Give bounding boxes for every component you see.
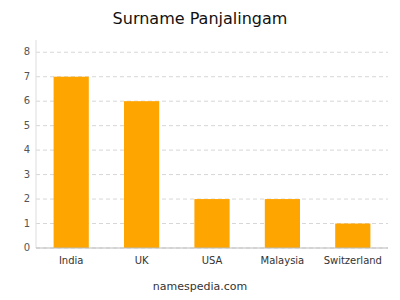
grid-line: [36, 52, 388, 53]
y-tick-label: 0: [24, 242, 30, 253]
bars: [54, 77, 371, 248]
page: {"chart_data": {"type": "bar", "title": …: [0, 0, 400, 300]
y-tick-label: 5: [24, 120, 30, 131]
y-tick-label: 8: [24, 46, 30, 57]
footer: namespedia.com: [153, 280, 247, 293]
title: Surname Panjalingam: [113, 9, 288, 28]
y-tick-label: 6: [24, 95, 30, 106]
y-tick-label: 1: [24, 218, 30, 229]
grid: [36, 52, 388, 248]
y-tick-label: 7: [24, 71, 30, 82]
x-tick-label: Malaysia: [261, 255, 305, 266]
chart-container: Surname Panjalingam 0 1 2 3 4 5 6 7 8 India UK USA Ma…: [0, 0, 400, 300]
bar: [124, 101, 159, 248]
bar: [265, 199, 300, 248]
y-tick-label: 4: [24, 144, 30, 155]
bar: [194, 199, 229, 248]
bar: [54, 77, 89, 248]
y-tick-label: 2: [24, 193, 30, 204]
y-tick-label: 3: [24, 169, 30, 180]
x-tick-label: India: [59, 255, 84, 266]
y-axis-line: [36, 40, 37, 248]
chart-svg: Surname Panjalingam 0 1 2 3 4 5 6 7 8 India UK USA Ma…: [0, 0, 400, 300]
grid-line: [36, 248, 388, 249]
bar: [335, 224, 370, 248]
x-tick-label: UK: [135, 255, 149, 266]
x-tick-label: Switzerland: [324, 255, 382, 266]
x-tick-label: USA: [202, 255, 223, 266]
x-axis-line: [36, 248, 388, 249]
